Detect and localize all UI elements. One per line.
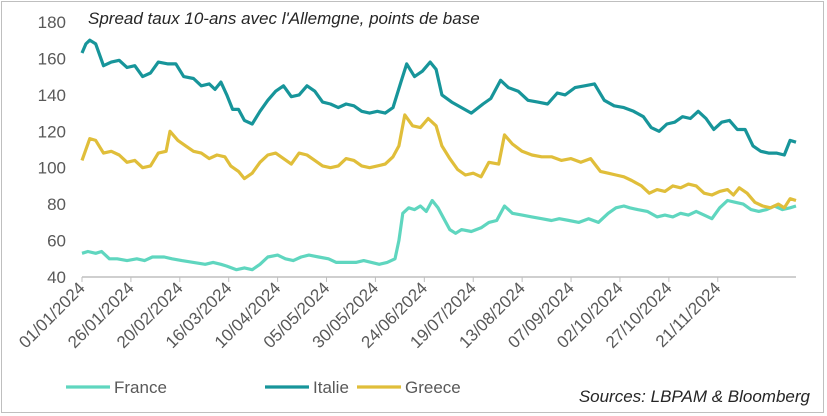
legend-label-greece: Greece (405, 378, 461, 397)
y-tick-label: 80 (47, 195, 66, 214)
source-note: Sources: LBPAM & Bloomberg (579, 387, 811, 406)
series-line-italie (80, 38, 797, 157)
chart-title: Spread taux 10-ans avec l'Allemgne, poin… (88, 9, 480, 28)
legend-label-france: France (114, 378, 167, 397)
y-tick-label: 160 (38, 49, 66, 68)
y-axis-ticks: 40 60 80 100 120 140 160 180 (38, 13, 66, 287)
legend: France Italie Greece (66, 378, 461, 397)
y-tick-label: 180 (38, 13, 66, 32)
legend-label-italie: Italie (313, 378, 349, 397)
series-line-greece (80, 113, 797, 210)
series-lines (80, 38, 797, 272)
x-axis-ticks: 01/01/202426/01/202420/02/202416/03/2024… (15, 277, 725, 352)
series-line-france (81, 198, 797, 272)
y-tick-label: 120 (38, 122, 66, 141)
y-tick-label: 60 (47, 232, 66, 251)
y-tick-label: 140 (38, 86, 66, 105)
y-tick-label: 100 (38, 159, 66, 178)
y-tick-label: 40 (47, 268, 66, 287)
